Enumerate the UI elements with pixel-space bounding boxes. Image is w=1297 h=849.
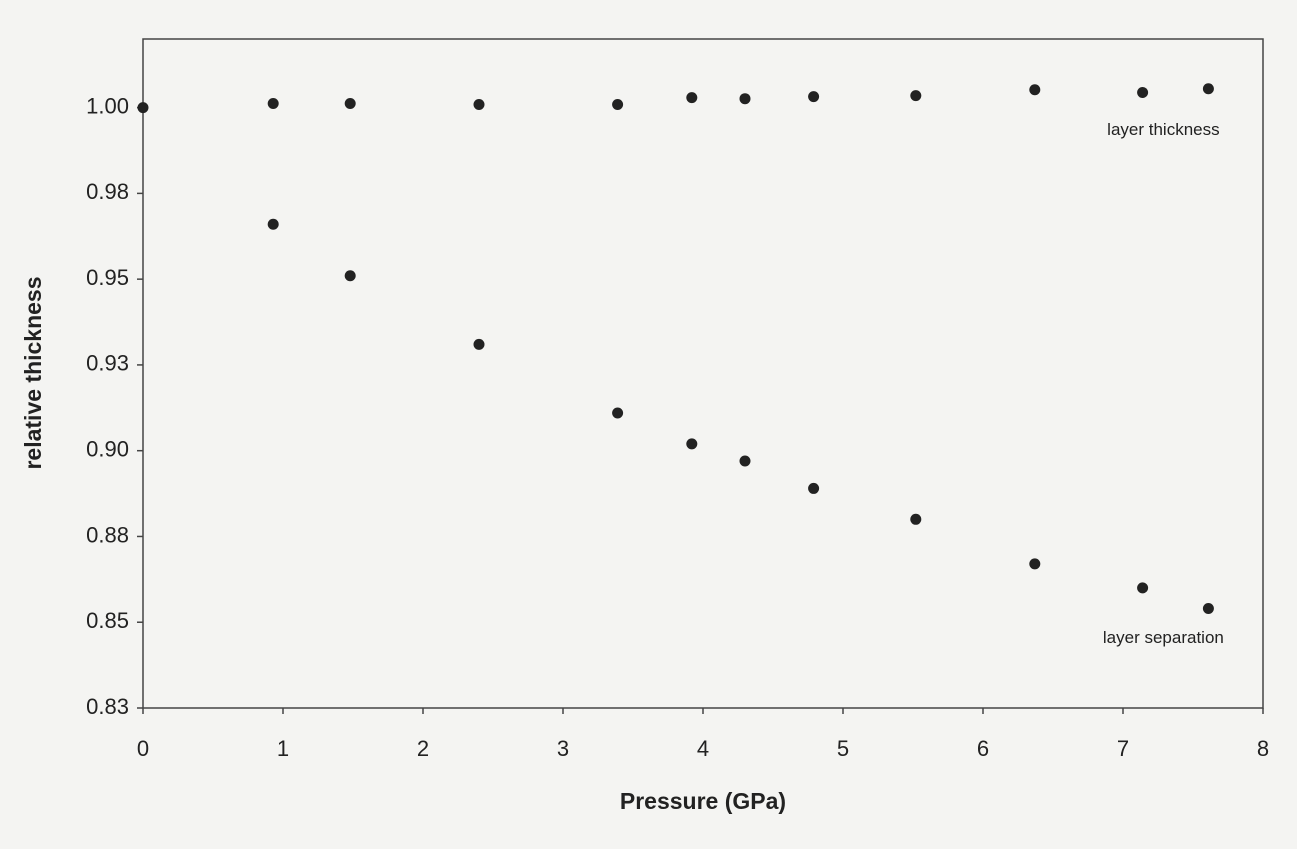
point	[686, 438, 698, 450]
x-tick-label: 3	[557, 736, 569, 761]
point	[739, 455, 751, 467]
point	[473, 99, 485, 111]
point	[1029, 84, 1041, 96]
y-tick-label: 0.83	[86, 694, 129, 719]
plot-frame	[142, 38, 1264, 709]
y-tick-label: 0.90	[86, 437, 129, 462]
point	[808, 482, 820, 494]
point	[1202, 83, 1214, 95]
y-tick-label: 0.85	[86, 608, 129, 633]
x-tick-label: 8	[1257, 736, 1269, 761]
y-tick-label: 0.98	[86, 179, 129, 204]
point	[1202, 603, 1214, 615]
x-tick-label: 5	[837, 736, 849, 761]
x-tick-label: 4	[697, 736, 709, 761]
point	[137, 102, 149, 114]
y-tick-label: 0.93	[86, 351, 129, 376]
y-tick-label: 1.00	[86, 93, 129, 118]
x-tick-label: 2	[417, 736, 429, 761]
point	[739, 93, 751, 105]
point	[1137, 582, 1149, 594]
point	[612, 407, 624, 419]
x-tick-label: 1	[277, 736, 289, 761]
point	[1137, 87, 1149, 99]
point	[473, 338, 485, 350]
x-tick-label: 7	[1117, 736, 1129, 761]
series-label: layer separation	[1103, 628, 1224, 647]
point	[344, 270, 356, 282]
point	[1029, 558, 1041, 570]
point	[267, 218, 279, 230]
y-axis-title: relative thickness	[20, 276, 46, 469]
series-label: layer thickness	[1107, 120, 1219, 139]
x-tick-label: 0	[137, 736, 149, 761]
point	[344, 97, 356, 109]
point	[612, 99, 624, 111]
x-tick-label: 6	[977, 736, 989, 761]
point	[910, 90, 922, 102]
point	[267, 97, 279, 109]
point	[808, 91, 820, 103]
y-tick-label: 0.88	[86, 522, 129, 547]
y-tick-label: 0.95	[86, 265, 129, 290]
point	[910, 513, 922, 525]
x-axis-title: Pressure (GPa)	[620, 788, 786, 814]
point	[686, 92, 698, 104]
